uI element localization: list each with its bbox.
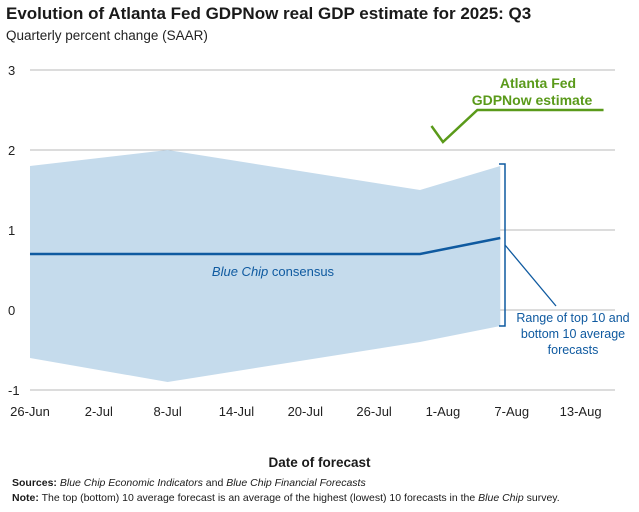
- note-italic: Blue Chip: [478, 492, 524, 504]
- chart-title: Evolution of Atlanta Fed GDPNow real GDP…: [6, 4, 532, 23]
- gdpnow-label-line2: GDPNow estimate: [472, 92, 593, 108]
- series-lines: [29, 108, 604, 256]
- sources-label: Sources:: [12, 477, 57, 489]
- range-label-line3: forecasts: [548, 343, 599, 357]
- x-tick-1: 2-Jul: [85, 404, 113, 419]
- annotations: Atlanta Fed GDPNow estimate Blue Chip co…: [212, 75, 630, 357]
- x-axis-ticks: 26-Jun 2-Jul 8-Jul 14-Jul 20-Jul 26-Jul 1-Aug 7…: [10, 404, 601, 419]
- gdpnow-label-line1: Atlanta Fed: [500, 75, 576, 91]
- x-tick-6: 1-Aug: [426, 404, 461, 419]
- y-tick-4: -1: [8, 383, 20, 398]
- note-label: Note:: [12, 492, 39, 504]
- consensus-label-italic: Blue Chip: [212, 264, 268, 279]
- range-label-line2: bottom 10 average: [521, 327, 625, 341]
- forecast-range-band: [30, 150, 501, 382]
- y-tick-1: 2: [8, 143, 15, 158]
- sources-part2: Blue Chip Financial Forecasts: [226, 477, 366, 489]
- x-tick-2: 8-Jul: [154, 404, 182, 419]
- range-band-area: [30, 150, 501, 382]
- gdpnow-line: [430, 108, 604, 144]
- x-tick-5: 26-Jul: [356, 404, 392, 419]
- x-axis-label: Date of forecast: [268, 455, 371, 470]
- x-tick-0: 26-Jun: [10, 404, 50, 419]
- y-axis-ticks: 3 2 1 0 -1: [8, 63, 20, 398]
- sources-and: and: [202, 477, 227, 489]
- x-tick-4: 20-Jul: [288, 404, 324, 419]
- y-tick-0: 3: [8, 63, 15, 78]
- chart-subtitle: Quarterly percent change (SAAR): [6, 28, 208, 43]
- note-line: Note: The top (bottom) 10 average foreca…: [12, 491, 560, 506]
- range-label-line1: Range of top 10 and: [516, 311, 629, 325]
- consensus-label-rest: consensus: [268, 264, 334, 279]
- x-tick-3: 14-Jul: [219, 404, 255, 419]
- sources-line: Sources: Blue Chip Economic Indicators a…: [12, 476, 560, 491]
- consensus-label: Blue Chip consensus: [212, 264, 335, 279]
- y-tick-2: 1: [8, 223, 15, 238]
- note-text1: The top (bottom) 10 average forecast is …: [38, 492, 479, 504]
- y-tick-3: 0: [8, 303, 15, 318]
- footnotes: Sources: Blue Chip Economic Indicators a…: [12, 476, 560, 506]
- x-tick-8: 13-Aug: [560, 404, 602, 419]
- range-leader-line: [504, 244, 557, 307]
- sources-part1: Blue Chip Economic Indicators: [59, 477, 203, 489]
- note-text2: survey.: [523, 492, 560, 504]
- x-tick-7: 7-Aug: [494, 404, 529, 419]
